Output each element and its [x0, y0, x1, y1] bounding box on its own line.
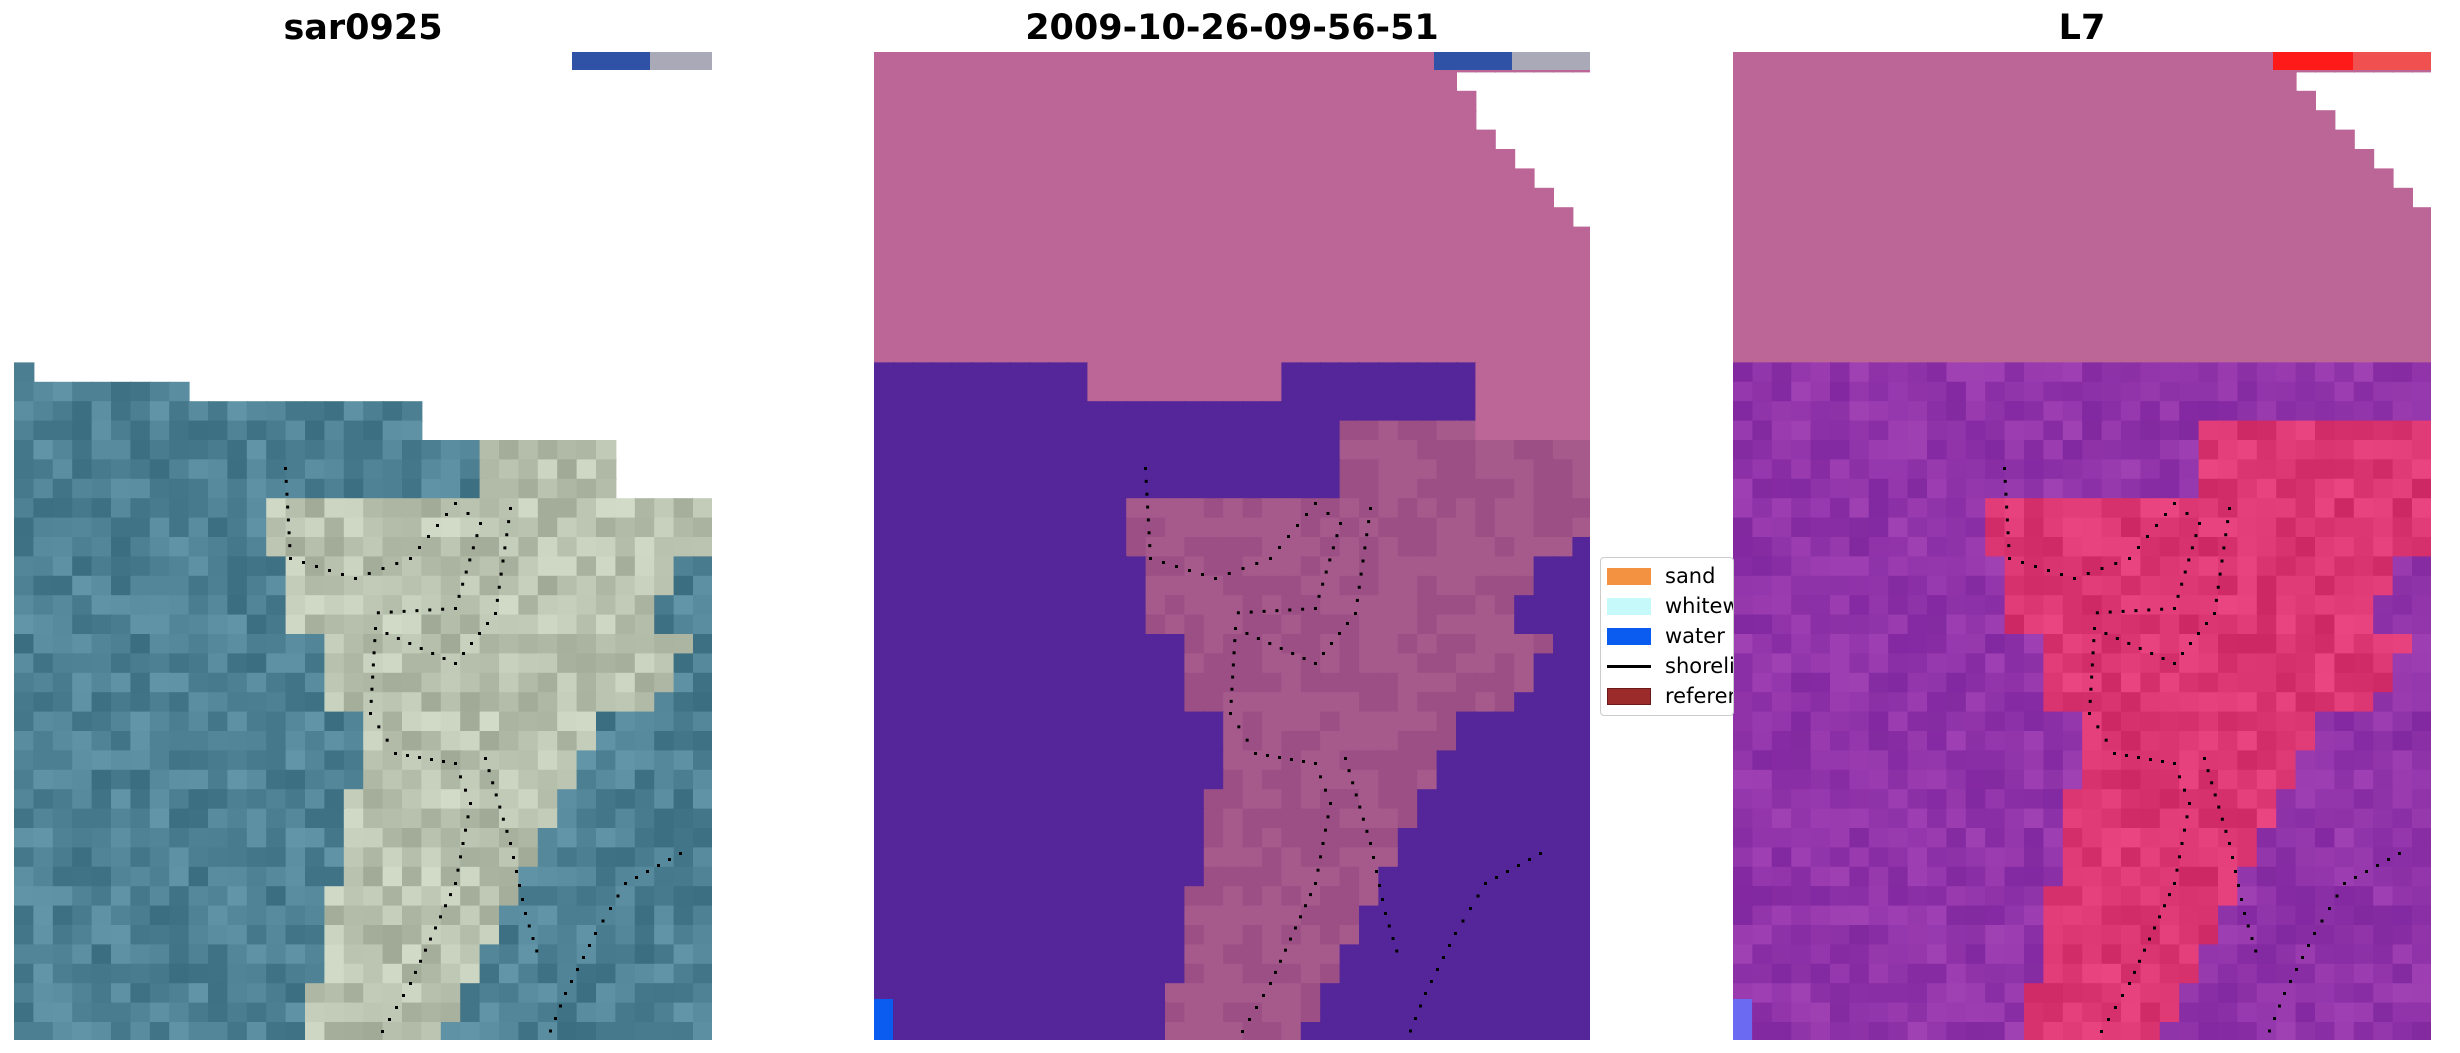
classified-image-panel [874, 52, 1590, 1040]
legend-item-reference: reference [1607, 682, 1733, 710]
panel-title-3: L7 [2058, 8, 2106, 48]
legend-label-shoreline: shoreline [1665, 654, 1733, 678]
legend-item-shoreline: shoreline [1607, 652, 1733, 680]
sand-swatch [1607, 567, 1651, 585]
legend-label-water: water [1665, 624, 1725, 648]
legend-item-water: water [1607, 622, 1725, 650]
panel-title-1: sar0925 [283, 8, 443, 48]
reference-swatch [1607, 687, 1651, 705]
whitewater-swatch [1607, 597, 1651, 615]
legend-item-sand: sand [1607, 562, 1715, 590]
satellite-image-panel [14, 52, 712, 1040]
panel-title-2: 2009-10-26-09-56-51 [1025, 8, 1439, 48]
water-swatch [1607, 627, 1651, 645]
index-image-panel [1733, 52, 2431, 1040]
legend-label-sand: sand [1665, 564, 1716, 588]
shoreline-line-icon [1607, 664, 1651, 668]
legend-label-reference: reference [1665, 684, 1733, 708]
